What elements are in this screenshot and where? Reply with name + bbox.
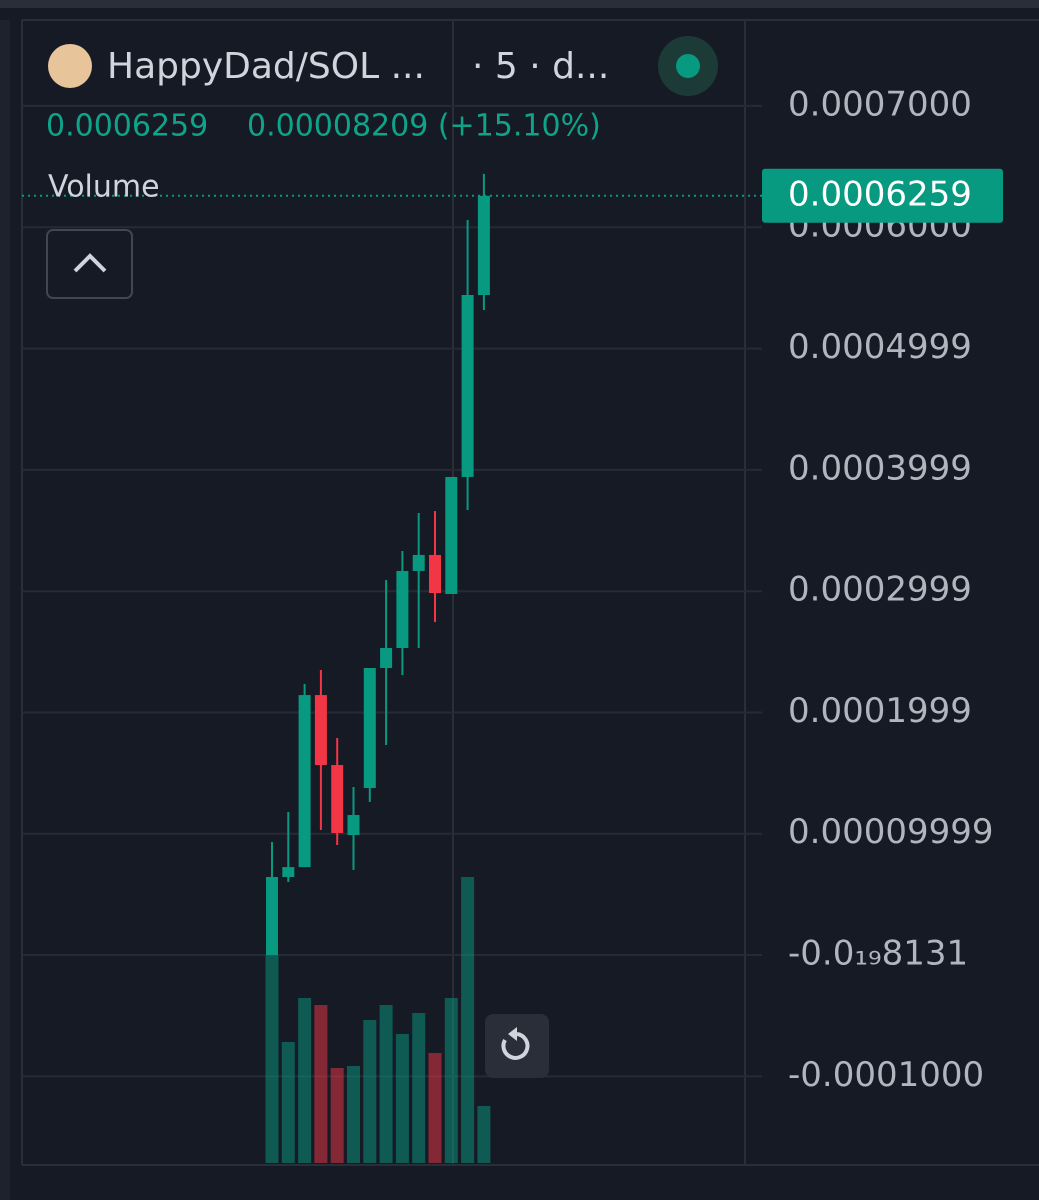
candle-body <box>331 765 344 833</box>
candle-body <box>445 476 458 595</box>
volume-bar <box>363 1020 377 1163</box>
candle-body <box>347 815 360 836</box>
volume-bar <box>428 1053 442 1163</box>
volume-bar <box>477 1106 491 1163</box>
candle-body <box>282 867 295 878</box>
top-border <box>0 0 1039 8</box>
candle-body <box>380 647 393 669</box>
y-tick-label: 0.0002999 <box>788 570 972 610</box>
left-panel <box>0 20 10 1200</box>
price-tag <box>762 168 1003 223</box>
candle-body <box>314 695 327 766</box>
volume-bar <box>379 1005 393 1163</box>
indicator-name: Volume <box>48 170 160 205</box>
candle-body <box>298 695 311 868</box>
volume-bar <box>395 1034 409 1163</box>
y-tick-label: 0.0007000 <box>788 84 972 124</box>
volume-bar <box>412 1013 426 1163</box>
interval: · 5 · d... <box>472 46 609 87</box>
candle-body <box>396 570 409 648</box>
price-tag-label: 0.0006259 <box>788 174 972 214</box>
y-tick-label: -0.0001000 <box>788 1055 984 1095</box>
price-change: 0.00008209 (+15.10%) <box>247 109 601 144</box>
volume-bar <box>265 955 279 1163</box>
y-tick-label: 0.00009999 <box>788 812 994 852</box>
token-avatar <box>48 44 92 88</box>
last-price: 0.0006259 <box>46 109 208 144</box>
y-tick-label: 0.0001999 <box>788 691 972 731</box>
candle-body <box>477 195 490 295</box>
candle-body <box>412 554 425 571</box>
symbol: HappyDad/SOL ... <box>107 46 425 87</box>
volume-bar <box>281 1042 295 1163</box>
y-tick-label: 0.0003999 <box>788 448 972 488</box>
volume-bar <box>461 877 475 1163</box>
volume-bar <box>347 1066 360 1163</box>
reset-icon <box>501 1032 530 1060</box>
reset-icon-head <box>508 1027 517 1041</box>
collapse-button[interactable] <box>46 229 133 299</box>
reset-button[interactable] <box>485 1014 549 1078</box>
candle-body <box>363 668 376 788</box>
status-dot <box>676 54 700 78</box>
volume-bar <box>298 998 312 1163</box>
candle-body <box>266 877 278 956</box>
candle-body <box>461 294 474 477</box>
candle-body <box>429 554 441 594</box>
y-tick-label: 0.0004999 <box>788 327 972 367</box>
y-tick-label: -0.0₁₉8131 <box>788 934 968 974</box>
volume-bar <box>314 1005 328 1163</box>
volume-bar <box>444 998 458 1163</box>
volume-bar <box>330 1068 344 1163</box>
chevron-icon <box>73 253 107 273</box>
